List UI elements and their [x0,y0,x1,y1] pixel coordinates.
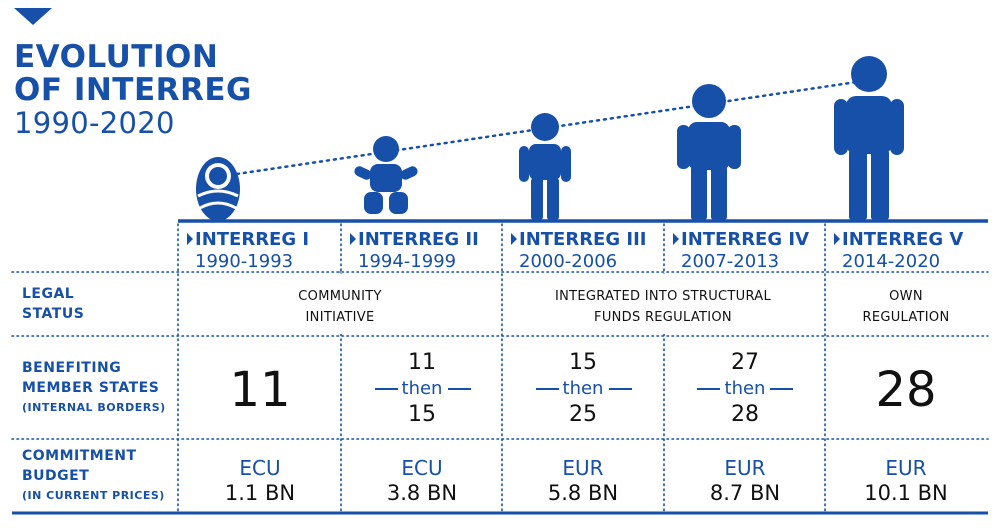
programme-years: 1990-1993 [195,251,294,272]
adult-icon [834,56,904,220]
budget-cell: EUR 10.1 BN [864,456,948,505]
column-interreg-3: INTERREG III 2000-2006 [519,229,647,272]
title-years: 1990-2020 [14,106,175,140]
legal-status-community-initiative: COMMUNITY INITIATIVE [298,289,382,325]
swaddled-baby-icon [196,157,240,221]
member-states-value: 28 [875,362,937,418]
programme-name: INTERREG V [842,229,964,250]
column-marker-icons [187,233,840,245]
row-label-member-states: BENEFITING MEMBER STATES (INTERNAL BORDE… [22,360,166,414]
programme-years: 1994-1999 [358,251,457,272]
programme-years: 2000-2006 [519,251,618,272]
row-label-legal-status: LEGAL STATUS [22,286,85,322]
member-states-value: 11 then 15 [401,350,443,427]
programme-years: 2007-2013 [681,251,780,272]
column-interreg-4: INTERREG IV 2007-2013 [681,229,809,272]
legal-status-integrated: INTEGRATED INTO STRUCTURAL FUNDS REGULAT… [554,289,772,325]
teen-icon [677,84,741,220]
programme-years: 2014-2020 [842,251,941,272]
member-states-value: 15 then 25 [562,350,604,427]
programme-name: INTERREG III [519,229,647,250]
budget-cell: EUR 8.7 BN [709,456,781,505]
legal-status-own-regulation: OWN REGULATION [862,289,950,325]
column-interreg-1: INTERREG I 1990-1993 [195,229,309,272]
row-label-budget: COMMITMENT BUDGET (IN CURRENT PRICES) [22,448,165,502]
programme-name: INTERREG I [195,229,310,250]
title-line-1: EVOLUTION [14,39,219,75]
budget-cell: ECU 3.8 BN [386,456,458,505]
column-interreg-5: INTERREG V 2014-2020 [842,229,963,272]
budget-cell: EUR 5.8 BN [547,456,619,505]
table-grid [11,223,989,513]
budget-cell: ECU 1.1 BN [224,456,296,505]
member-states-value: 11 [229,362,291,418]
toddler-icon [354,136,418,214]
programme-name: INTERREG II [358,229,479,250]
member-states-value: 27 then 28 [724,350,766,427]
title-line-2: OF INTERREG [14,72,252,108]
child-icon [519,113,571,220]
column-interreg-2: INTERREG II 1994-1999 [358,229,479,272]
triangle-marker-icon [14,8,52,25]
programme-name: INTERREG IV [681,229,810,250]
